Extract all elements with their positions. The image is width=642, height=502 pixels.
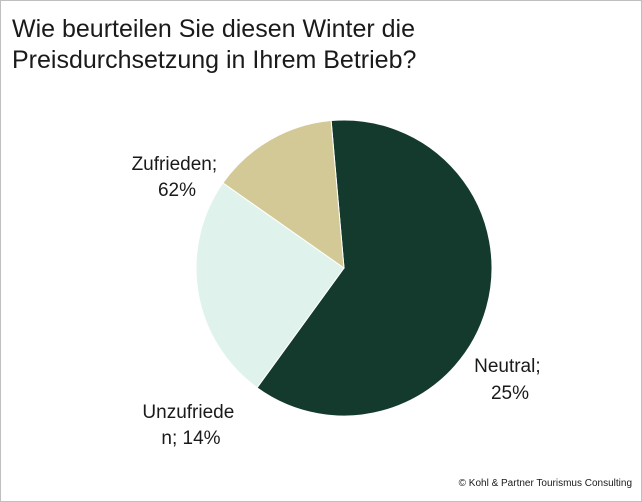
chart-title: Wie beurteilen Sie diesen Winter die Pre… [12, 14, 612, 76]
chart-title-line-1: Wie beurteilen Sie diesen Winter die [12, 15, 415, 43]
slice-neutral [195, 182, 345, 389]
slice-label-unzufrieden: Unzufriede n; 14% [142, 402, 239, 449]
pie-slices [195, 119, 493, 417]
copyright-text: © Kohl & Partner Tourismus Consulting [458, 478, 632, 489]
pie-labels: Zufrieden; 62% Neutral; 25% Unzufriede n… [132, 154, 546, 449]
chart-title-line-2: Preisdurchsetzung in Ihrem Betrieb? [12, 46, 417, 74]
slice-unzufrieden [222, 120, 345, 270]
slice-label-neutral: Neutral; 25% [474, 356, 546, 404]
slice-zufrieden [256, 119, 493, 417]
slice-label-zufrieden: Zufrieden; 62% [132, 154, 223, 201]
